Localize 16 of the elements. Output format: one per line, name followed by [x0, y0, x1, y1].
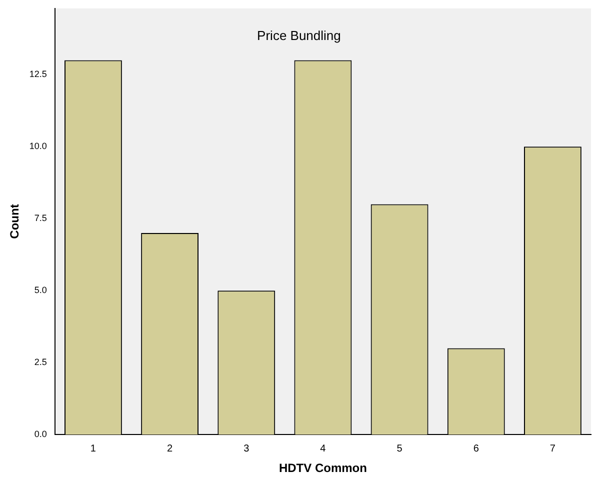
x-tick-label: 2 — [167, 443, 174, 454]
y-tick-label: 2.5 — [34, 357, 47, 368]
y-tick-label: 0.0 — [34, 429, 47, 440]
y-tick-label: 10.0 — [29, 141, 47, 152]
x-axis-title: HDTV Common — [278, 461, 367, 476]
x-tick-label: 4 — [320, 443, 326, 454]
y-tick-label: 7.5 — [34, 213, 47, 224]
y-axis-title: Count — [8, 204, 22, 239]
x-tick-label: 7 — [550, 443, 556, 454]
x-tick-label: 1 — [90, 443, 96, 454]
x-tick-label: 3 — [244, 443, 250, 454]
y-tick-label: 12.5 — [29, 69, 47, 80]
text: Price Bundling — [257, 28, 341, 43]
x-tick-label: 6 — [473, 443, 480, 454]
x-tick-label: 5 — [396, 443, 403, 454]
y-tick-label: 5.0 — [34, 285, 47, 296]
